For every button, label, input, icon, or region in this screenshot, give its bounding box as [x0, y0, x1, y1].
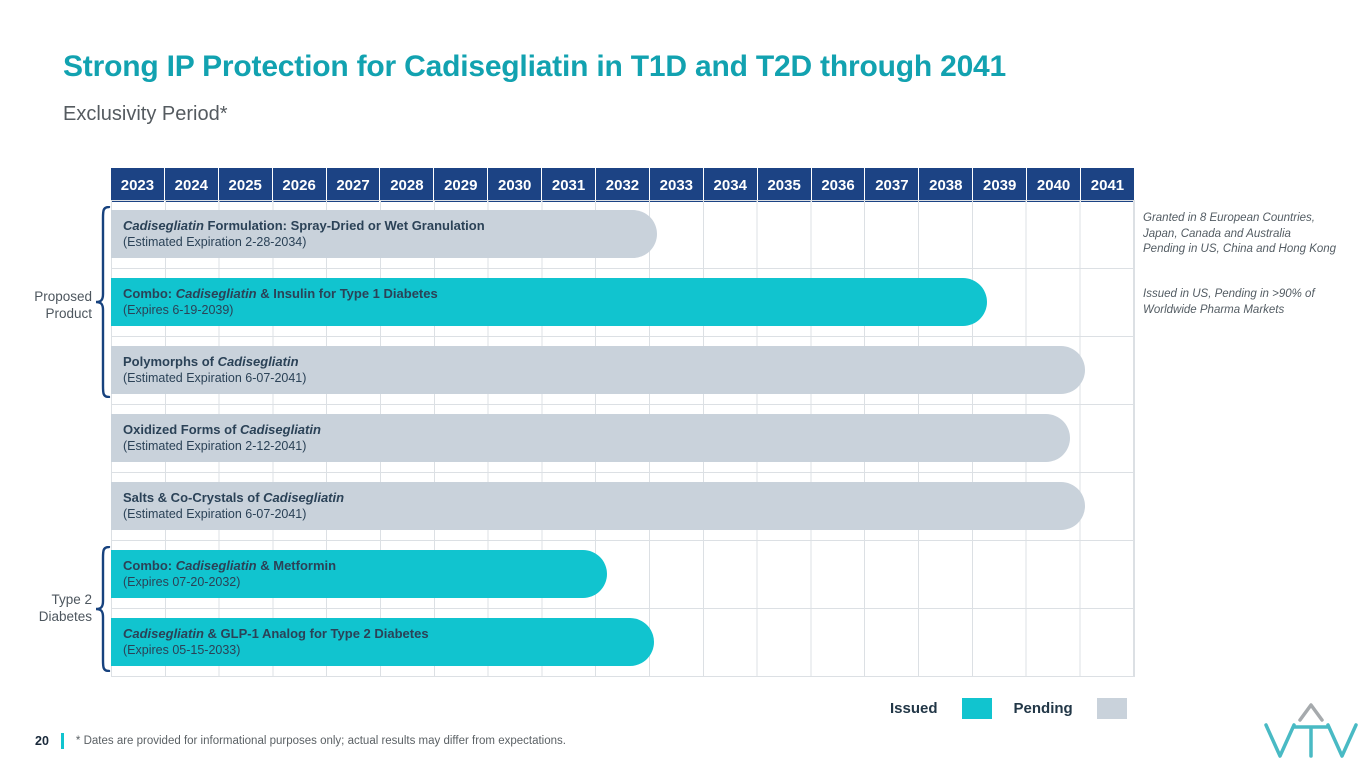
year-cell: 2040: [1027, 168, 1081, 202]
logo-left-v-icon: [1264, 723, 1296, 758]
timeline-year-header: 2023 2024 2025 2026 2027 2028 2029 2030 2031 2032…: [111, 168, 1134, 202]
bar-subtitle: (Estimated Expiration 6-07-2041): [123, 507, 307, 521]
year-cell: 2024: [164, 168, 218, 202]
year-cell: 2041: [1081, 168, 1134, 202]
year-cell: 2038: [919, 168, 973, 202]
bar-title: Polymorphs of Cadisegliatin: [123, 354, 299, 369]
year-cell: 2028: [380, 168, 434, 202]
vtv-logo: [1264, 703, 1358, 758]
year-cell: 2036: [811, 168, 865, 202]
group-label-type-2-diabetes: Type 2 Diabetes: [38, 592, 92, 624]
bar-title: Salts & Co-Crystals of Cadisegliatin: [123, 490, 345, 505]
legend-issued-label: Issued: [890, 700, 938, 717]
brace-proposed-product: [95, 206, 111, 398]
year-cell: 2026: [272, 168, 326, 202]
slide-title: Strong IP Protection for Cadisegliatin i…: [63, 50, 1007, 83]
logo-right-v-icon: [1326, 723, 1358, 758]
bar-subtitle: (Estimated Expiration 2-28-2034): [123, 235, 307, 249]
legend-issued-swatch: [961, 698, 992, 719]
logo-caret-icon: [1298, 703, 1324, 722]
logo-t-icon: [1292, 725, 1330, 758]
page-number: 20: [35, 734, 49, 748]
year-cell: 2023: [111, 168, 164, 202]
exclusivity-bar: Salts & Co-Crystals of Cadisegliatin (Est…: [111, 482, 1085, 530]
year-cell: 2035: [757, 168, 811, 202]
bar-subtitle: (Expires 6-19-2039): [123, 303, 234, 317]
exclusivity-bar: Combo: Cadisegliatin & Insulin for Type …: [111, 278, 987, 326]
group-label-proposed-product: Proposed Product: [34, 289, 92, 321]
exclusivity-bar: Combo: Cadisegliatin & Metformin (Expires…: [111, 550, 607, 598]
year-cell: 2037: [865, 168, 919, 202]
bar-subtitle: (Expires 05-15-2033): [123, 643, 241, 657]
brace-type-2-diabetes: [95, 546, 111, 672]
footer-divider: [60, 733, 64, 749]
bar-title: Cadisegliatin Formulation: Spray-Dried o…: [123, 218, 485, 233]
footnote: * Dates are provided for informational p…: [75, 735, 566, 747]
exclusivity-bar: Cadisegliatin & GLP-1 Analog for Type 2 …: [111, 618, 654, 666]
year-cell: 2032: [596, 168, 649, 202]
legend-pending-swatch: [1096, 698, 1127, 719]
year-cell: 2029: [434, 168, 488, 202]
bar-annotation: Issued in US, Pending in >90% of Worldwid…: [1143, 288, 1315, 316]
bar-annotation: Granted in 8 European Countries, Japan, C…: [1143, 212, 1337, 255]
exclusivity-bar: Oxidized Forms of Cadisegliatin (Estimate…: [111, 414, 1070, 462]
year-cell: 2025: [218, 168, 272, 202]
year-cell: 2039: [973, 168, 1027, 202]
year-cell: 2030: [488, 168, 542, 202]
exclusivity-bar: Polymorphs of Cadisegliatin (Estimated Ex…: [111, 346, 1085, 394]
bar-title: Combo: Cadisegliatin & Insulin for Type …: [123, 286, 438, 301]
bar-title: Oxidized Forms of Cadisegliatin: [123, 422, 321, 437]
year-cell: 2034: [703, 168, 757, 202]
footer: 20 * Dates are provided for informationa…: [35, 733, 566, 749]
slide-subtitle: Exclusivity Period*: [63, 103, 228, 125]
bar-subtitle: (Expires 07-20-2032): [123, 575, 241, 589]
year-cell: 2033: [649, 168, 703, 202]
legend-pending-label: Pending: [1013, 700, 1073, 717]
year-cell: 2031: [542, 168, 596, 202]
bar-title: Cadisegliatin & GLP-1 Analog for Type 2 …: [123, 626, 429, 641]
exclusivity-bar: Cadisegliatin Formulation: Spray-Dried o…: [111, 210, 657, 258]
bar-subtitle: (Estimated Expiration 6-07-2041): [123, 371, 307, 385]
bar-subtitle: (Estimated Expiration 2-12-2041): [123, 439, 307, 453]
bar-title: Combo: Cadisegliatin & Metformin: [123, 558, 337, 573]
legend: Issued Pending: [890, 698, 1127, 719]
year-cell: 2027: [326, 168, 380, 202]
